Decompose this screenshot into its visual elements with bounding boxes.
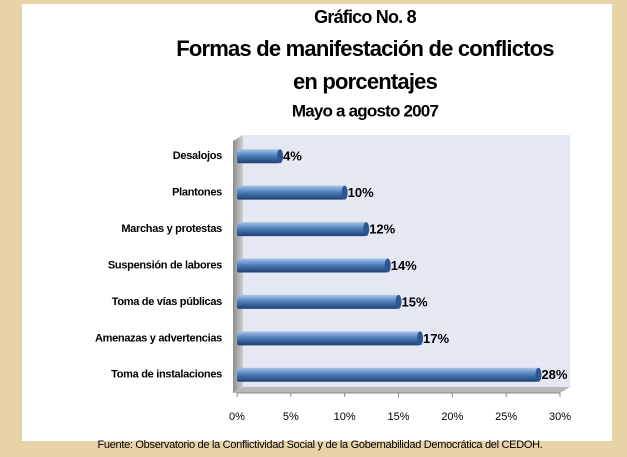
bar-cap: [341, 185, 348, 200]
bar: [237, 222, 367, 237]
y-tick-label: Toma de instalaciones: [111, 369, 222, 381]
x-tick-label: 15%: [387, 411, 409, 423]
x-tick-label: 25%: [495, 411, 517, 423]
value-label: 15%: [402, 294, 428, 309]
bar-cap: [395, 294, 402, 309]
bar: [237, 367, 539, 382]
bar: [237, 331, 421, 346]
value-label: 14%: [391, 258, 417, 273]
y-tick-label: Plantones: [172, 187, 222, 199]
bar: [237, 185, 345, 200]
bar-cap: [417, 331, 424, 346]
bar: [237, 258, 388, 273]
value-label: 10%: [348, 185, 374, 200]
bar: [237, 294, 399, 309]
bar-cap: [535, 367, 542, 382]
x-tick-label: 30%: [549, 411, 571, 423]
plot-floor: [233, 387, 570, 393]
value-label: 4%: [283, 149, 302, 164]
value-label: 28%: [541, 367, 567, 382]
x-tick-label: 5%: [283, 411, 299, 423]
y-tick-label: Desalojos: [173, 150, 222, 162]
source: Fuente: Observatorio de la Conflictivida…: [97, 439, 542, 451]
value-label: 12%: [369, 222, 395, 237]
bar-cap: [384, 258, 391, 273]
x-tick-label: 0%: [229, 411, 245, 423]
value-label: 17%: [423, 331, 449, 346]
bar: [237, 149, 281, 164]
chart-subtitle: Formas de manifestación de conflictos: [176, 36, 554, 61]
chart-subtitle: Mayo a agosto 2007: [292, 101, 439, 120]
chart-title: Gráfico No. 8: [314, 7, 416, 27]
bar-cap: [277, 149, 284, 164]
y-tick-label: Marchas y protestas: [121, 223, 222, 235]
y-tick-label: Toma de vías públicas: [112, 296, 222, 308]
x-tick-label: 10%: [334, 411, 356, 423]
y-tick-label: Amenazas y advertencias: [95, 332, 222, 344]
bar-cap: [363, 222, 370, 237]
y-tick-label: Suspensión de labores: [108, 259, 222, 271]
x-tick-label: 20%: [441, 411, 463, 423]
chart-subtitle: en porcentajes: [293, 69, 438, 94]
